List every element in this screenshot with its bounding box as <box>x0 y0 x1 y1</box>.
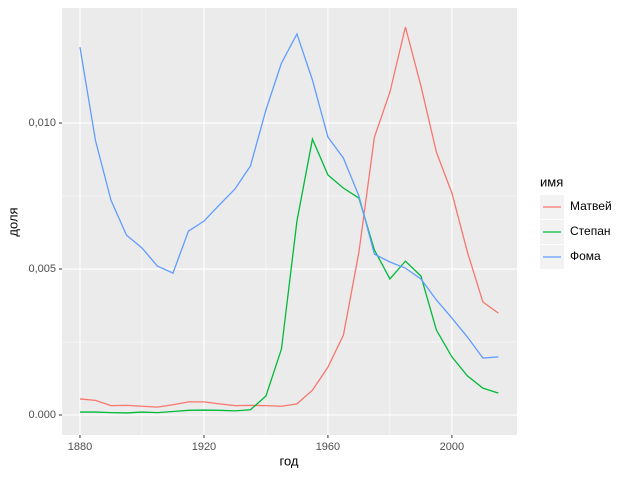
series-line <box>79 26 499 408</box>
legend-label: Фома <box>570 249 601 263</box>
x-tick-label: 1880 <box>68 441 92 453</box>
x-tick-label: 1960 <box>316 441 340 453</box>
series-line <box>79 32 499 359</box>
y-tick-label: 0,010 <box>28 117 56 129</box>
legend-label: Степан <box>570 224 611 238</box>
legend-title: имя <box>540 174 563 189</box>
y-tick-label: 0,005 <box>28 263 56 275</box>
y-tick-label: 0.000 <box>28 409 56 421</box>
y-axis-title: доля <box>5 207 20 236</box>
x-tick-label: 1920 <box>192 441 216 453</box>
series-line <box>79 136 499 414</box>
legend-label: Матвей <box>570 199 612 213</box>
panel <box>62 8 517 435</box>
x-tick-label: 2000 <box>440 441 464 453</box>
x-axis-title: год <box>280 453 299 468</box>
